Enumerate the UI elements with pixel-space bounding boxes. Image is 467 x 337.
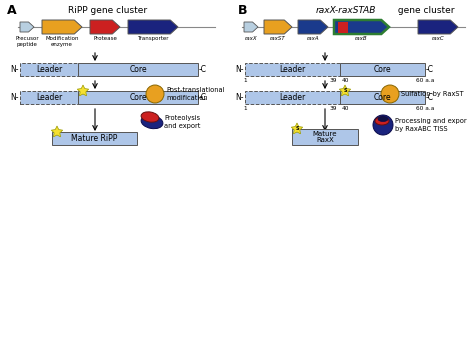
Text: 60 a.a: 60 a.a [416, 78, 434, 83]
FancyBboxPatch shape [52, 132, 137, 145]
FancyBboxPatch shape [245, 91, 340, 104]
Polygon shape [298, 20, 328, 34]
Text: -C: -C [199, 65, 207, 74]
Polygon shape [128, 20, 178, 34]
FancyBboxPatch shape [338, 22, 348, 33]
FancyBboxPatch shape [78, 91, 198, 104]
Ellipse shape [141, 115, 163, 129]
FancyBboxPatch shape [20, 91, 78, 104]
Text: -C: -C [199, 93, 207, 102]
Polygon shape [418, 20, 458, 34]
Text: 40: 40 [342, 78, 349, 83]
Polygon shape [51, 126, 63, 137]
Text: raxB: raxB [355, 36, 368, 41]
Text: Precusor
peptide: Precusor peptide [15, 36, 39, 47]
Text: Proteolysis
and export: Proteolysis and export [164, 115, 200, 129]
Text: 1: 1 [243, 78, 247, 83]
Text: -C: -C [426, 93, 434, 102]
Text: RiPP gene cluster: RiPP gene cluster [69, 6, 148, 15]
Text: N-: N- [235, 65, 244, 74]
Text: S: S [295, 126, 299, 131]
Text: Leader: Leader [279, 65, 305, 74]
Text: 40: 40 [342, 105, 349, 111]
Text: N-: N- [235, 93, 244, 102]
Text: S: S [343, 89, 347, 93]
Text: -C: -C [426, 65, 434, 74]
FancyBboxPatch shape [245, 63, 340, 76]
Ellipse shape [378, 117, 388, 122]
FancyBboxPatch shape [78, 63, 198, 76]
Text: gene cluster: gene cluster [395, 6, 454, 15]
Text: raxA: raxA [307, 36, 319, 41]
Text: Transporter: Transporter [137, 36, 169, 41]
Polygon shape [291, 123, 303, 134]
Text: Protease: Protease [93, 36, 117, 41]
Text: A: A [7, 4, 17, 17]
FancyBboxPatch shape [340, 63, 425, 76]
Text: N-: N- [10, 93, 19, 102]
Text: Mature RiPP: Mature RiPP [71, 134, 117, 143]
Polygon shape [264, 20, 292, 34]
Text: 1: 1 [243, 105, 247, 111]
Ellipse shape [375, 117, 389, 125]
Text: N-: N- [10, 65, 19, 74]
Text: raxST: raxST [270, 36, 286, 41]
Circle shape [146, 85, 164, 103]
Text: Core: Core [129, 65, 147, 74]
Polygon shape [78, 85, 89, 96]
Text: Processing and export
by RaxABC TISS: Processing and export by RaxABC TISS [395, 118, 467, 132]
Text: 39: 39 [330, 78, 337, 83]
Ellipse shape [373, 115, 393, 135]
Text: raxX: raxX [245, 36, 257, 41]
Polygon shape [90, 20, 120, 34]
FancyBboxPatch shape [340, 91, 425, 104]
Polygon shape [334, 20, 389, 34]
FancyBboxPatch shape [292, 129, 358, 145]
Ellipse shape [141, 112, 159, 122]
Text: 39: 39 [330, 105, 337, 111]
Polygon shape [42, 20, 82, 34]
Text: Leader: Leader [36, 65, 62, 74]
Text: raxC: raxC [432, 36, 445, 41]
Text: Post-translational
modification: Post-translational modification [166, 87, 225, 101]
Text: Sulfation by RaxST: Sulfation by RaxST [401, 91, 464, 97]
Text: Mature
RaxX: Mature RaxX [313, 130, 337, 144]
Polygon shape [244, 22, 258, 32]
Text: Modification
enzyme: Modification enzyme [45, 36, 79, 47]
Polygon shape [20, 22, 34, 32]
Text: Core: Core [374, 93, 391, 102]
Text: Leader: Leader [279, 93, 305, 102]
Text: Core: Core [129, 93, 147, 102]
Text: raxX-raxSTAB: raxX-raxSTAB [316, 6, 376, 15]
Text: B: B [238, 4, 248, 17]
Text: 60 a.a: 60 a.a [416, 105, 434, 111]
Circle shape [381, 85, 399, 103]
Text: Core: Core [374, 65, 391, 74]
Text: Leader: Leader [36, 93, 62, 102]
FancyBboxPatch shape [20, 63, 78, 76]
Polygon shape [340, 85, 351, 96]
